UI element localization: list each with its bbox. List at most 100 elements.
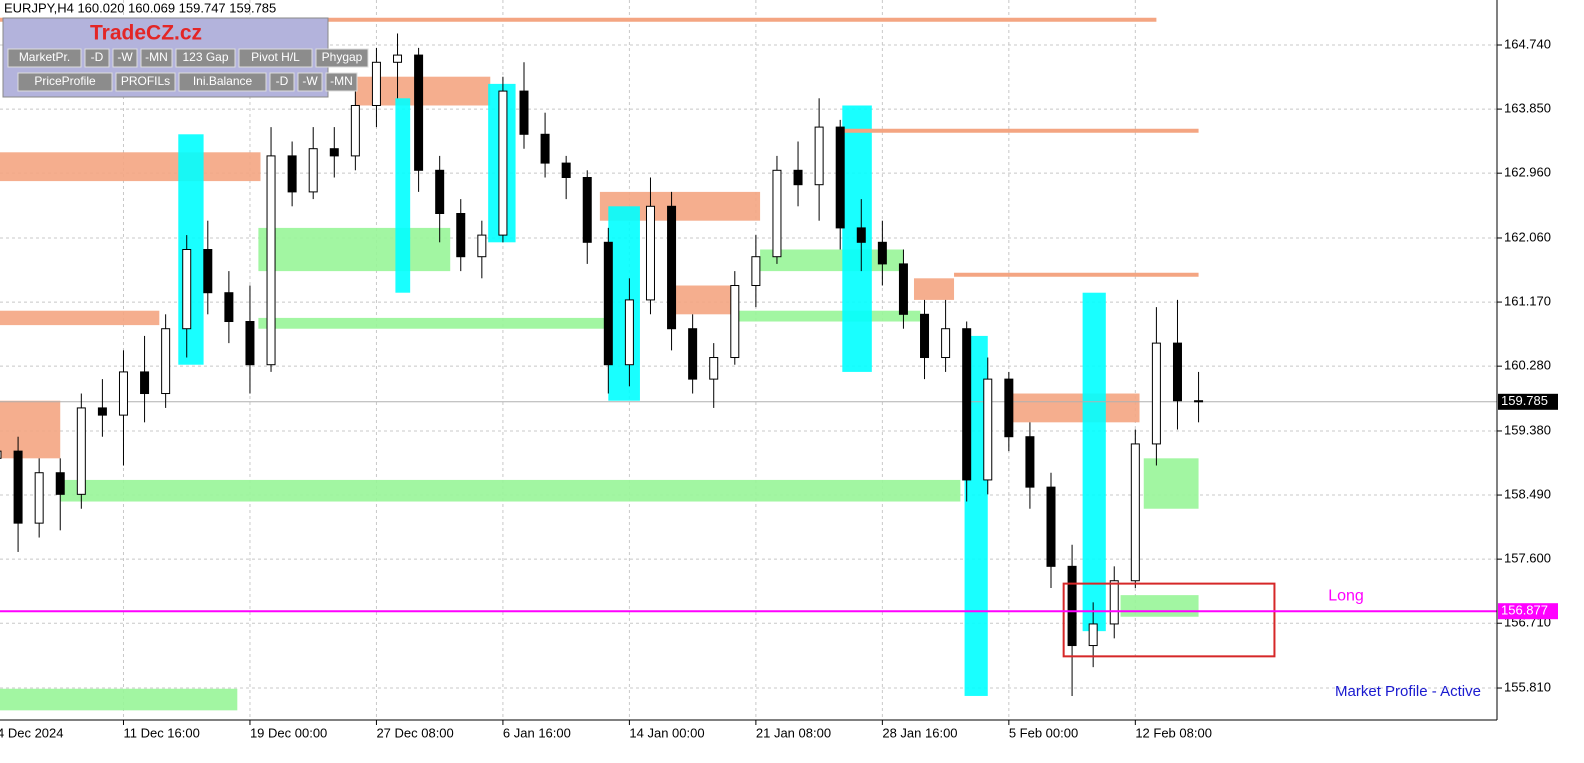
candle-body xyxy=(920,313,930,359)
candle-body xyxy=(371,61,381,106)
status-text: Market Profile - Active xyxy=(1335,683,1481,700)
x-tick-label: 21 Jan 08:00 xyxy=(756,725,831,740)
candle-body xyxy=(97,407,107,416)
profile-zone xyxy=(608,206,640,401)
toolbar-button-label[interactable]: -MN xyxy=(145,50,168,64)
toolbar-button-label[interactable]: Ini.Balance xyxy=(193,74,253,88)
toolbar-button-label[interactable]: PROFILs xyxy=(121,74,170,88)
candle-body xyxy=(1194,400,1204,403)
toolbar-button-label[interactable]: -W xyxy=(302,74,318,88)
candle-body xyxy=(751,256,761,287)
y-tick-label: 164.740 xyxy=(1504,36,1551,51)
toolbar-button[interactable] xyxy=(17,72,113,92)
candle-body xyxy=(182,249,192,330)
candle-body xyxy=(140,371,150,395)
toolbar-button-label[interactable]: -W xyxy=(117,50,133,64)
candle-body xyxy=(667,205,677,330)
candle-body xyxy=(477,234,487,258)
candle-body xyxy=(877,241,887,265)
toolbar-button-label[interactable]: -D xyxy=(91,50,104,64)
profile-zone xyxy=(0,688,238,711)
toolbar-button[interactable] xyxy=(175,48,236,68)
profile-zone xyxy=(1120,595,1199,617)
profile-zone xyxy=(1010,393,1140,423)
candle-body xyxy=(1046,486,1056,567)
candle-body xyxy=(1067,565,1077,647)
price-tag xyxy=(1498,393,1558,410)
candle-body xyxy=(245,321,255,366)
toolbar-button-label[interactable]: Phygap xyxy=(322,50,363,64)
candle-body xyxy=(435,169,445,215)
candle-body xyxy=(1004,378,1014,438)
candle-body xyxy=(76,407,86,495)
candle-body xyxy=(1172,342,1182,402)
x-tick-label: 4 Dec 2024 xyxy=(0,725,64,740)
profile-zone xyxy=(0,152,261,182)
profile-zone xyxy=(0,310,160,326)
y-tick-label: 160.280 xyxy=(1504,358,1551,373)
candle-body xyxy=(1151,342,1161,445)
candle-body xyxy=(1025,436,1035,488)
plot xyxy=(0,0,1497,720)
candle-body xyxy=(835,126,845,229)
profile-zone xyxy=(60,479,961,502)
candle-body xyxy=(456,213,466,258)
toolbar-button[interactable] xyxy=(7,48,82,68)
toolbar-button-label[interactable]: MarketPr. xyxy=(19,50,70,64)
candle-body xyxy=(688,328,698,380)
candle-body xyxy=(34,472,44,524)
candle-body xyxy=(55,472,65,495)
candle-body xyxy=(624,299,634,366)
candle-body xyxy=(161,328,171,395)
candle-body xyxy=(898,263,908,315)
toolbar-button[interactable] xyxy=(269,72,295,92)
candle-body xyxy=(308,148,318,193)
toolbar-button-label[interactable]: Pivot H/L xyxy=(251,50,300,64)
candle-body xyxy=(962,328,972,481)
x-tick-label: 5 Feb 00:00 xyxy=(1009,725,1078,740)
candle-body xyxy=(730,285,740,359)
x-tick-label: 11 Dec 16:00 xyxy=(123,725,199,740)
candle-body xyxy=(814,126,824,186)
candle-body xyxy=(645,205,655,301)
toolbar-button[interactable] xyxy=(297,72,323,92)
candle-body xyxy=(13,450,23,524)
profile-zone xyxy=(1143,458,1199,509)
toolbar-button[interactable] xyxy=(115,72,176,92)
toolbar-button-label[interactable]: -MN xyxy=(330,74,353,88)
candle-body xyxy=(561,162,571,178)
x-tick-label: 28 Jan 16:00 xyxy=(882,725,957,740)
profile-zone xyxy=(258,227,451,272)
toolbar-button[interactable] xyxy=(238,48,313,68)
symbol-header: EURJPY,H4 160.020 160.069 159.747 159.78… xyxy=(4,0,276,15)
toolbar-button[interactable] xyxy=(178,72,267,92)
toolbar-button-label[interactable]: 123 Gap xyxy=(182,50,228,64)
profile-zone xyxy=(913,278,955,300)
toolbar-button[interactable] xyxy=(84,48,110,68)
toolbar-button[interactable] xyxy=(315,48,369,68)
candle-body xyxy=(350,104,360,157)
profile-zone xyxy=(1082,292,1106,632)
x-tick-label: 12 Feb 08:00 xyxy=(1135,725,1212,740)
profile-zone xyxy=(734,310,921,322)
y-tick-label: 161.170 xyxy=(1504,294,1551,309)
x-tick-label: 14 Jan 00:00 xyxy=(629,725,704,740)
candle-body xyxy=(329,148,339,157)
y-tick-label: 162.060 xyxy=(1504,229,1551,244)
candle-body xyxy=(118,371,128,416)
candle-body xyxy=(772,169,782,258)
y-tick-label: 157.600 xyxy=(1504,551,1551,566)
signal-box xyxy=(1062,582,1276,658)
toolbar-button[interactable] xyxy=(325,72,358,92)
profile-zone xyxy=(667,285,740,315)
candle-body xyxy=(519,90,529,135)
candle-body xyxy=(941,328,951,359)
toolbar-button-label[interactable]: -D xyxy=(276,74,289,88)
candle-body xyxy=(0,450,2,459)
toolbar-button[interactable] xyxy=(112,48,138,68)
y-tick-label: 159.380 xyxy=(1504,422,1551,437)
profile-zone xyxy=(0,400,61,459)
toolbar-button-label[interactable]: PriceProfile xyxy=(34,74,96,88)
toolbar-button[interactable] xyxy=(140,48,173,68)
